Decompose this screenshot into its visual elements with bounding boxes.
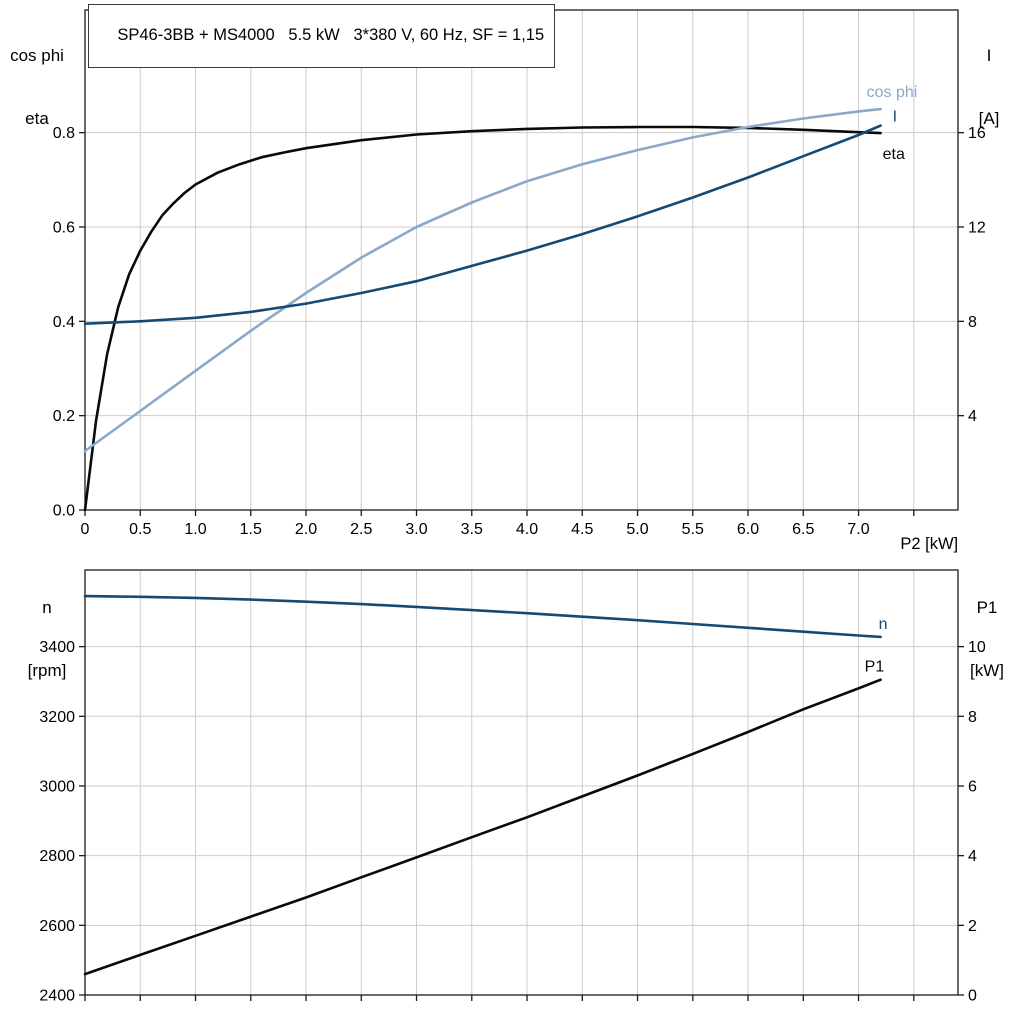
tick-label-right: 4 — [968, 408, 977, 425]
tick-label-bottom: 1.5 — [240, 521, 262, 538]
axis-label-p1: P1 — [976, 598, 998, 617]
tick-label-bottom: 3.0 — [405, 521, 427, 538]
tick-label-bottom: 6.0 — [737, 521, 759, 538]
plot-border — [84, 9, 959, 511]
top-left-axis-label: cos phi eta — [4, 3, 70, 171]
tick-label-left: 0.8 — [53, 125, 75, 142]
tick-label-right: 4 — [968, 848, 977, 865]
axis-label-cos-phi: cos phi — [10, 46, 64, 65]
tick-label-left: 0.0 — [53, 503, 75, 520]
chart-title-box: SP46-3BB + MS4000 5.5 kW 3*380 V, 60 Hz,… — [88, 4, 556, 68]
tick-label-bottom: 4.5 — [571, 521, 593, 538]
chart-title: SP46-3BB + MS4000 5.5 kW 3*380 V, 60 Hz,… — [117, 26, 545, 44]
curve-n — [83, 594, 882, 639]
tick-label-bottom: 6.5 — [792, 521, 814, 538]
tick-label-left: 3400 — [39, 639, 75, 656]
tick-label-bottom: 0.5 — [129, 521, 151, 538]
tick-label-bottom: 2.5 — [350, 521, 372, 538]
tick-label-left: 0.2 — [53, 408, 75, 425]
tick-label-bottom: 4.0 — [516, 521, 538, 538]
tick-label-bottom: 3.5 — [461, 521, 483, 538]
curve-label-P1: P1 — [865, 659, 885, 676]
curve-label-cos-phi: cos phi — [867, 84, 918, 101]
tick-label-bottom: 5.5 — [682, 521, 704, 538]
tick-label-right: 12 — [968, 219, 986, 236]
tick-label-bottom: 5.0 — [626, 521, 648, 538]
tick-label-left: 0.4 — [53, 314, 75, 331]
axis-label-eta: eta — [25, 109, 49, 128]
tick-label-left: 3200 — [39, 709, 75, 726]
axis-label-speed-unit: [rpm] — [27, 661, 67, 680]
tick-label-right: 2 — [968, 918, 977, 935]
axis-label-p1-unit: [kW] — [970, 661, 1004, 680]
curve-eta — [83, 125, 882, 512]
curve-label-n: n — [879, 616, 888, 633]
tick-label-right: 8 — [968, 709, 977, 726]
tick-label-left: 2600 — [39, 918, 75, 935]
curve-label-I: I — [893, 109, 897, 126]
bottom-left-axis-label: n [rpm] — [14, 555, 80, 723]
tick-label-right: 10 — [968, 639, 986, 656]
tick-label-left: 2800 — [39, 848, 75, 865]
axis-label-speed: n — [42, 598, 52, 617]
axis-label-current-unit: [A] — [978, 109, 1000, 128]
bottom-right-axis-label: P1 [kW] — [956, 555, 1018, 723]
curve-cos-phi — [83, 107, 882, 453]
tick-label-left: 3000 — [39, 778, 75, 795]
tick-label-right: 0 — [968, 988, 977, 1005]
curve-I — [83, 124, 882, 326]
tick-label-left: 0.6 — [53, 219, 75, 236]
tick-label-right: 8 — [968, 314, 977, 331]
tick-label-right: 6 — [968, 778, 977, 795]
tick-label-bottom: 0 — [81, 521, 90, 538]
top-right-axis-label: I [A] — [960, 3, 1018, 171]
tick-label-bottom: 7.0 — [847, 521, 869, 538]
tick-label-bottom: 1.0 — [184, 521, 206, 538]
axis-label-current: I — [986, 46, 992, 65]
tick-label-left: 2400 — [39, 988, 75, 1005]
plot-border — [84, 569, 959, 996]
x-axis-label: P2 [kW] — [900, 535, 959, 553]
curve-P1 — [83, 678, 882, 976]
curve-label-eta: eta — [883, 146, 905, 163]
tick-label-right: 16 — [968, 125, 986, 142]
tick-label-bottom: 2.0 — [295, 521, 317, 538]
